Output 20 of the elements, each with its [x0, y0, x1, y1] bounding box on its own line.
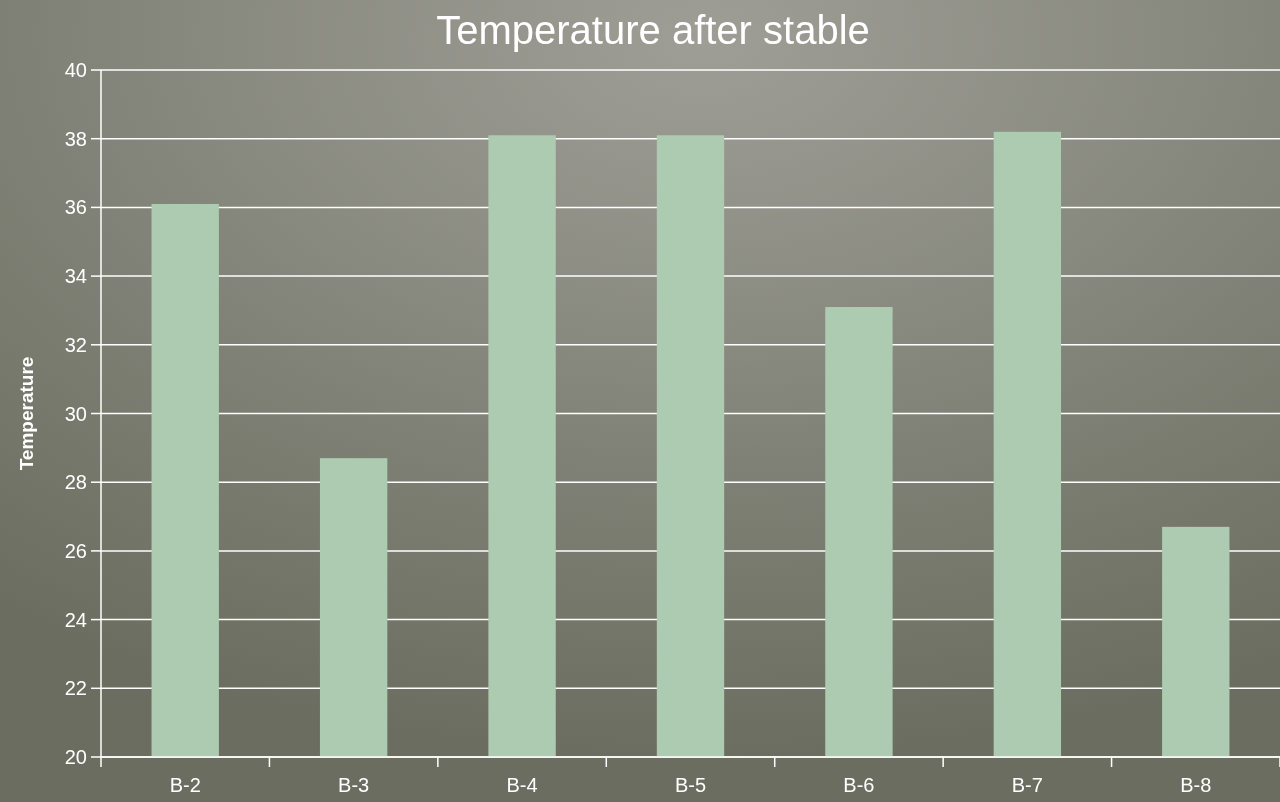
y-tick-label: 24	[64, 608, 87, 631]
x-tick-label: B-5	[674, 774, 707, 796]
y-tick-label: 26	[64, 539, 87, 562]
y-tick-label: 22	[64, 677, 87, 700]
chart-title: Temperature after stable	[436, 8, 870, 52]
x-tick-label: B-3	[338, 774, 370, 796]
x-tick-label: B-6	[843, 774, 875, 796]
y-tick-label: 38	[64, 127, 87, 150]
y-tick-label: 32	[64, 333, 87, 356]
y-tick-label: 30	[64, 402, 87, 425]
y-tick-label: 36	[64, 196, 87, 219]
x-tick-label: B-7	[1011, 774, 1043, 796]
x-tick-label: B-2	[169, 774, 201, 796]
y-tick-label: 28	[64, 471, 87, 494]
y-tick-label: 40	[64, 59, 87, 81]
y-axis-title: Temperature	[16, 356, 37, 471]
x-tick-label: B-4	[506, 774, 538, 796]
x-tick-label: B-8	[1180, 774, 1212, 796]
y-tick-label: 20	[64, 746, 87, 768]
y-tick-label: 34	[64, 265, 87, 288]
